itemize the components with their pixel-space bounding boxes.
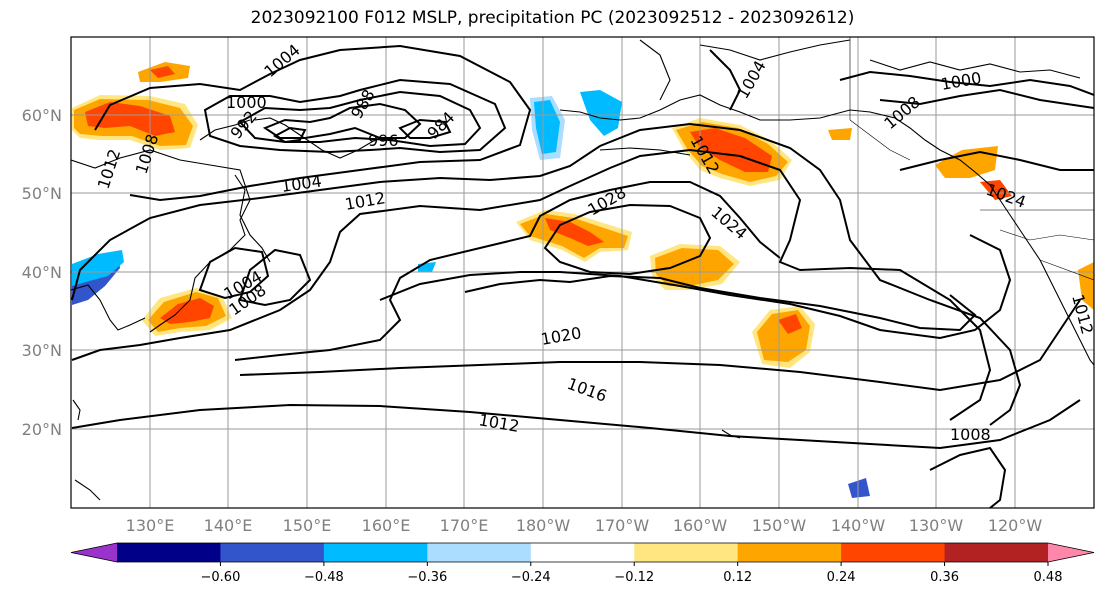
isobar-label: 1000 bbox=[939, 68, 982, 94]
isobar-label: 1008 bbox=[880, 92, 923, 133]
isobar-label: 1024 bbox=[984, 180, 1029, 212]
longitude-labels: 130°E 140°E 150°E 160°E 170°E 180°W 170°… bbox=[126, 516, 1043, 535]
colorbar-tick-label: −0.48 bbox=[304, 570, 344, 585]
map-frame bbox=[70, 36, 1095, 509]
lon-label: 140°W bbox=[831, 516, 886, 535]
isobar-label: 1000 bbox=[226, 93, 267, 112]
colorbar-tick-label: −0.60 bbox=[201, 570, 241, 585]
colorbar-outline bbox=[70, 542, 1095, 563]
isobar-label: 1020 bbox=[539, 323, 582, 349]
colorbar-tick-label: 0.12 bbox=[723, 570, 752, 585]
precip-shading bbox=[72, 62, 1094, 498]
lon-label: 160°E bbox=[362, 516, 411, 535]
colorbar-tick-label: −0.24 bbox=[511, 570, 551, 585]
lon-label: 150°E bbox=[283, 516, 332, 535]
gridlines bbox=[71, 37, 1094, 508]
colorbar-tick-label: 0.36 bbox=[930, 570, 959, 585]
isobar-label: 996 bbox=[368, 131, 399, 150]
colorbar-swatch bbox=[323, 543, 428, 562]
lat-label: 40°N bbox=[22, 263, 62, 282]
isobar-label: 1008 bbox=[950, 425, 991, 444]
colorbar-swatch bbox=[530, 543, 635, 562]
lon-label: 140°E bbox=[204, 516, 253, 535]
colorbar-swatch bbox=[944, 543, 1049, 562]
colorbar-extend-high bbox=[1048, 543, 1094, 562]
colorbar-swatch bbox=[737, 543, 842, 562]
isobar-label: 1016 bbox=[565, 374, 610, 406]
colorbar-swatch bbox=[427, 543, 532, 562]
isobar-label: 1024 bbox=[707, 203, 750, 244]
colorbar-tick-label: 0.24 bbox=[827, 570, 856, 585]
lon-label: 160°W bbox=[673, 516, 728, 535]
isobar-label: 1028 bbox=[585, 183, 630, 220]
colorbar-extend-low bbox=[71, 543, 117, 562]
lon-label: 120°W bbox=[988, 516, 1043, 535]
coastlines bbox=[71, 39, 1094, 501]
lon-label: 150°W bbox=[752, 516, 807, 535]
isobar-label: 1012 bbox=[343, 188, 386, 214]
latitude-labels: 60°N 50°N 40°N 30°N 20°N bbox=[22, 106, 62, 439]
map-title: 2023092100 F012 MSLP, precipitation PC (… bbox=[250, 8, 855, 28]
borders bbox=[849, 37, 1094, 281]
lat-label: 30°N bbox=[22, 341, 62, 360]
lon-label: 130°W bbox=[909, 516, 964, 535]
isobar-label: 1004 bbox=[280, 171, 323, 195]
colorbar-tick-label: 0.48 bbox=[1034, 570, 1063, 585]
colorbar-swatch bbox=[220, 543, 325, 562]
lon-label: 130°E bbox=[126, 516, 175, 535]
isobar-label: 1012 bbox=[477, 410, 520, 436]
colorbar-swatch bbox=[117, 543, 221, 562]
colorbar: −0.60 −0.48 −0.36 −0.24 −0.12 0.12 0.24 0.36 0.4… bbox=[70, 542, 1095, 585]
colorbar-tick-label: −0.12 bbox=[614, 570, 654, 585]
lat-label: 20°N bbox=[22, 420, 62, 439]
lat-label: 50°N bbox=[22, 184, 62, 203]
colorbar-swatch bbox=[634, 543, 739, 562]
isobars bbox=[71, 44, 1094, 508]
colorbar-swatch bbox=[841, 543, 946, 562]
lon-label: 170°W bbox=[595, 516, 650, 535]
colorbar-tick-label: −0.36 bbox=[407, 570, 447, 585]
isobar-label: 1012 bbox=[94, 147, 125, 192]
lon-label: 170°E bbox=[440, 516, 489, 535]
isobar-label: 1004 bbox=[733, 57, 770, 102]
lat-label: 60°N bbox=[22, 106, 62, 125]
lon-label: 180°W bbox=[516, 516, 571, 535]
